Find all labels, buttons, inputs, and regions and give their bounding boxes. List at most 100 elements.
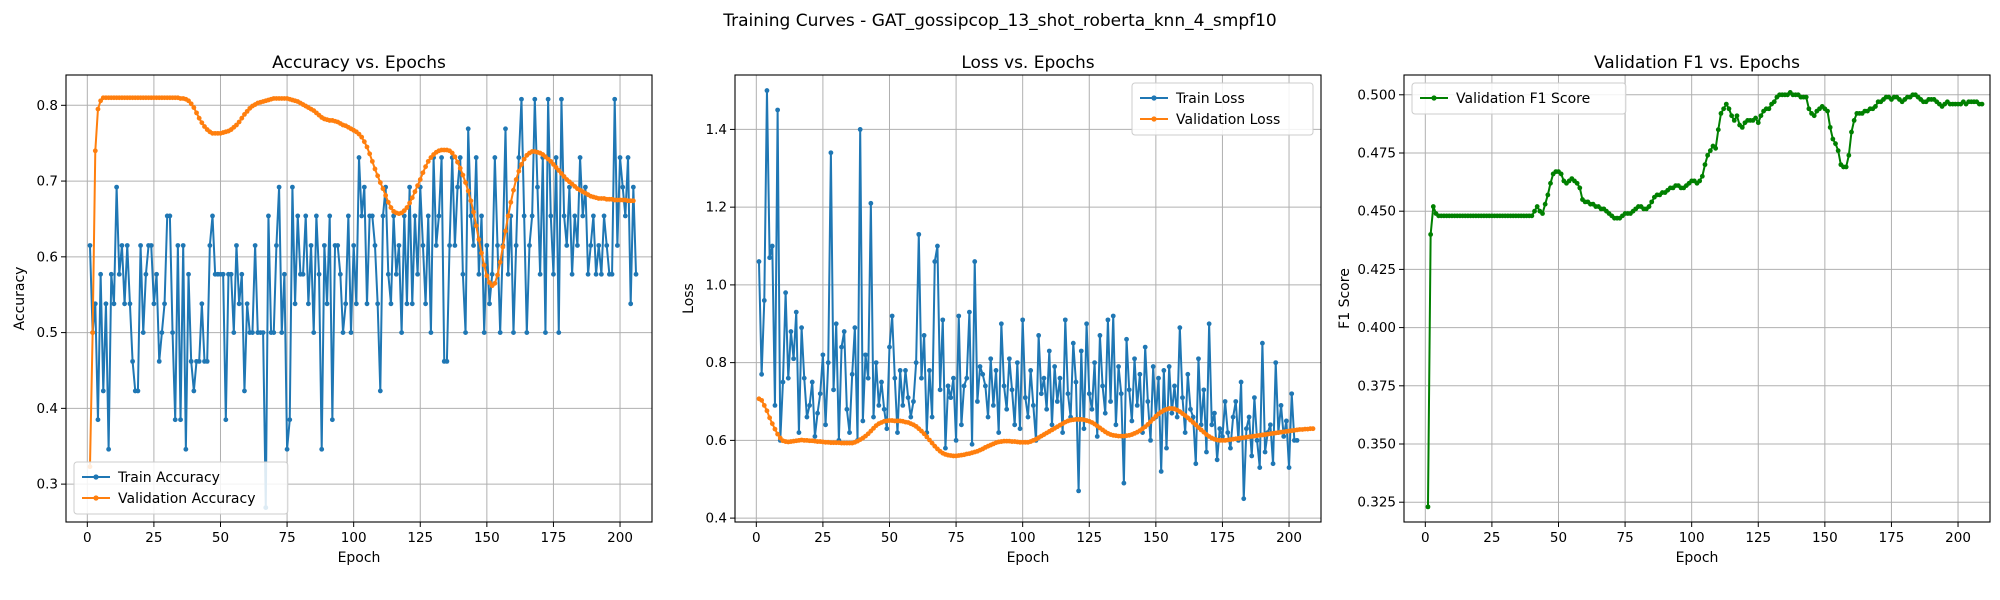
data-point xyxy=(564,243,570,248)
data-point xyxy=(250,330,255,335)
data-point xyxy=(412,213,418,219)
data-point xyxy=(407,184,413,190)
x-tick-label: 175 xyxy=(1210,530,1236,546)
data-point xyxy=(1267,422,1273,428)
data-point xyxy=(1158,469,1164,474)
data-point xyxy=(1006,356,1012,362)
data-point xyxy=(481,262,487,268)
data-point xyxy=(543,330,548,335)
legend-swatch-marker xyxy=(1151,95,1157,101)
data-point xyxy=(234,243,239,248)
data-point xyxy=(156,358,162,364)
data-point xyxy=(1129,418,1135,424)
data-point xyxy=(1025,414,1031,420)
data-point xyxy=(961,383,967,389)
data-point xyxy=(388,205,394,210)
data-point xyxy=(772,402,778,408)
data-point xyxy=(140,330,146,335)
data-point xyxy=(895,430,900,435)
data-point xyxy=(932,259,938,264)
series-validation-accuracy xyxy=(87,95,636,470)
data-point xyxy=(756,259,762,264)
legend: Train Accuracy Validation Accuracy xyxy=(73,461,289,515)
data-point xyxy=(935,243,940,249)
data-point xyxy=(1177,325,1183,331)
data-point xyxy=(1076,488,1082,494)
data-point xyxy=(1833,141,1838,147)
y-tick-label: 0.475 xyxy=(1357,145,1396,161)
data-point xyxy=(1702,162,1708,168)
data-point xyxy=(439,155,444,160)
data-point xyxy=(282,271,287,277)
x-tick-label: 0 xyxy=(752,530,761,546)
legend-swatch-marker xyxy=(93,474,99,480)
data-point xyxy=(588,243,594,248)
data-point xyxy=(308,243,314,248)
y-tick-label: 0.350 xyxy=(1357,437,1396,453)
data-point xyxy=(116,271,122,277)
data-point xyxy=(577,155,583,160)
legend-label: Train Loss xyxy=(1175,91,1245,107)
data-point xyxy=(1755,120,1761,126)
data-point xyxy=(290,184,295,190)
y-tick-label: 0.7 xyxy=(37,174,58,190)
data-point xyxy=(516,155,522,160)
data-point xyxy=(815,410,820,416)
data-point xyxy=(852,325,858,331)
data-point xyxy=(916,231,922,237)
chart-title: Loss vs. Epochs xyxy=(961,53,1094,73)
data-point xyxy=(199,120,205,126)
y-tick-label: 0.8 xyxy=(706,355,727,371)
data-point xyxy=(990,402,996,408)
data-point xyxy=(628,301,634,307)
data-point xyxy=(982,383,988,389)
data-point xyxy=(585,271,591,277)
data-point xyxy=(377,180,383,185)
figure-suptitle: Training Curves - GAT_gossipcop_13_shot_… xyxy=(722,11,1276,31)
data-point xyxy=(508,199,514,205)
data-point xyxy=(124,243,130,248)
data-point xyxy=(196,358,202,364)
data-point xyxy=(260,330,266,335)
data-point xyxy=(167,213,173,219)
data-point xyxy=(340,330,346,335)
data-point xyxy=(471,243,476,248)
data-point xyxy=(1169,410,1175,416)
y-tick-label: 0.8 xyxy=(37,98,58,114)
data-point xyxy=(452,243,458,248)
data-point xyxy=(511,330,516,335)
data-point xyxy=(1217,426,1223,432)
data-point xyxy=(497,330,503,335)
data-point xyxy=(353,301,359,307)
plot-frame xyxy=(734,74,1322,523)
data-point xyxy=(236,301,242,307)
data-point xyxy=(476,237,482,242)
data-point xyxy=(1574,180,1580,186)
data-point xyxy=(1294,437,1300,443)
data-point xyxy=(959,422,964,428)
legend-box xyxy=(73,461,289,515)
data-point xyxy=(1004,406,1010,412)
data-point xyxy=(98,271,104,277)
x-tick-label: 200 xyxy=(1945,530,1971,546)
data-point xyxy=(1697,178,1703,184)
data-point xyxy=(908,414,914,420)
data-point xyxy=(1206,321,1212,327)
data-point xyxy=(399,330,405,335)
series-train-loss xyxy=(756,88,1300,502)
data-point xyxy=(356,155,362,160)
data-point xyxy=(188,358,194,364)
data-point xyxy=(460,271,466,277)
ticks: 0 25 50 75 100 125 150 175 200 0.4 0.6 0.8 1.0 1.2 1.4 xyxy=(706,122,1302,546)
data-point xyxy=(1209,422,1215,428)
series-validation-loss xyxy=(756,396,1316,459)
x-tick-label: 125 xyxy=(1745,530,1771,546)
data-point xyxy=(1046,348,1052,354)
data-point xyxy=(503,126,508,132)
data-point xyxy=(103,301,109,307)
data-point xyxy=(1188,406,1193,412)
data-point xyxy=(1825,108,1830,114)
data-point xyxy=(572,213,578,219)
y-tick-label: 1.0 xyxy=(706,277,727,293)
data-point xyxy=(1193,461,1199,467)
